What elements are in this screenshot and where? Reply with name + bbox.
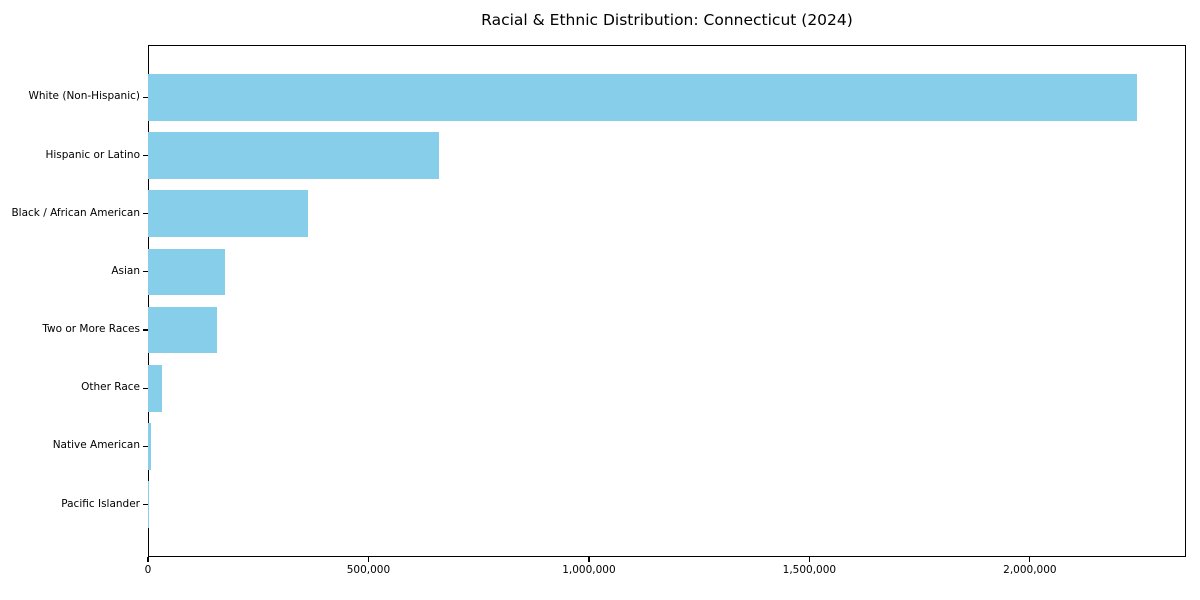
bar-hispanic-or-latino — [148, 132, 440, 179]
bar-white-non-hispanic — [148, 74, 1137, 121]
x-tick-mark — [147, 557, 149, 562]
y-tick-label-two-or-more-races: Two or More Races — [42, 323, 140, 336]
bar-black-african-american — [148, 190, 308, 237]
x-tick-mark — [588, 557, 590, 562]
plot-area — [148, 45, 1186, 557]
y-tick-label-other-race: Other Race — [81, 381, 140, 394]
y-tick-label-pacific-islander: Pacific Islander — [61, 497, 140, 510]
bar-pacific-islander — [148, 481, 149, 528]
bars-layer — [148, 45, 1186, 557]
y-tick-label-white-non-hispanic: White (Non-Hispanic) — [28, 90, 140, 103]
y-tick-mark — [143, 445, 148, 448]
x-tick-mark — [808, 557, 810, 562]
x-tick-label-3: 1,500,000 — [782, 564, 837, 576]
x-tick-label-4: 2,000,000 — [1003, 564, 1057, 576]
bar-two-or-more-races — [148, 306, 217, 354]
y-tick-mark — [143, 387, 148, 389]
y-tick-mark — [143, 504, 148, 506]
y-tick-label-black-african-american: Black / African American — [11, 206, 140, 219]
y-tick-mark — [143, 154, 148, 157]
bar-asian — [148, 248, 226, 296]
y-tick-mark — [143, 271, 148, 273]
x-tick-label-2: 1,000,000 — [562, 564, 616, 576]
y-tick-mark — [143, 329, 148, 331]
x-tick-label-1: 500,000 — [346, 564, 391, 576]
y-tick-mark — [143, 213, 148, 215]
bar-other-race — [148, 365, 163, 412]
x-tick-mark — [1029, 557, 1031, 562]
chart-title: Racial & Ethnic Distribution: Connecticu… — [481, 11, 853, 29]
y-tick-label-hispanic-or-latino: Hispanic or Latino — [45, 148, 140, 161]
y-tick-mark — [143, 96, 148, 98]
bar-native-american — [148, 423, 151, 470]
x-tick-label-0: 0 — [144, 564, 152, 576]
y-tick-label-asian: Asian — [111, 264, 140, 277]
y-tick-label-native-american: Native American — [52, 439, 140, 452]
x-tick-mark — [367, 557, 370, 562]
